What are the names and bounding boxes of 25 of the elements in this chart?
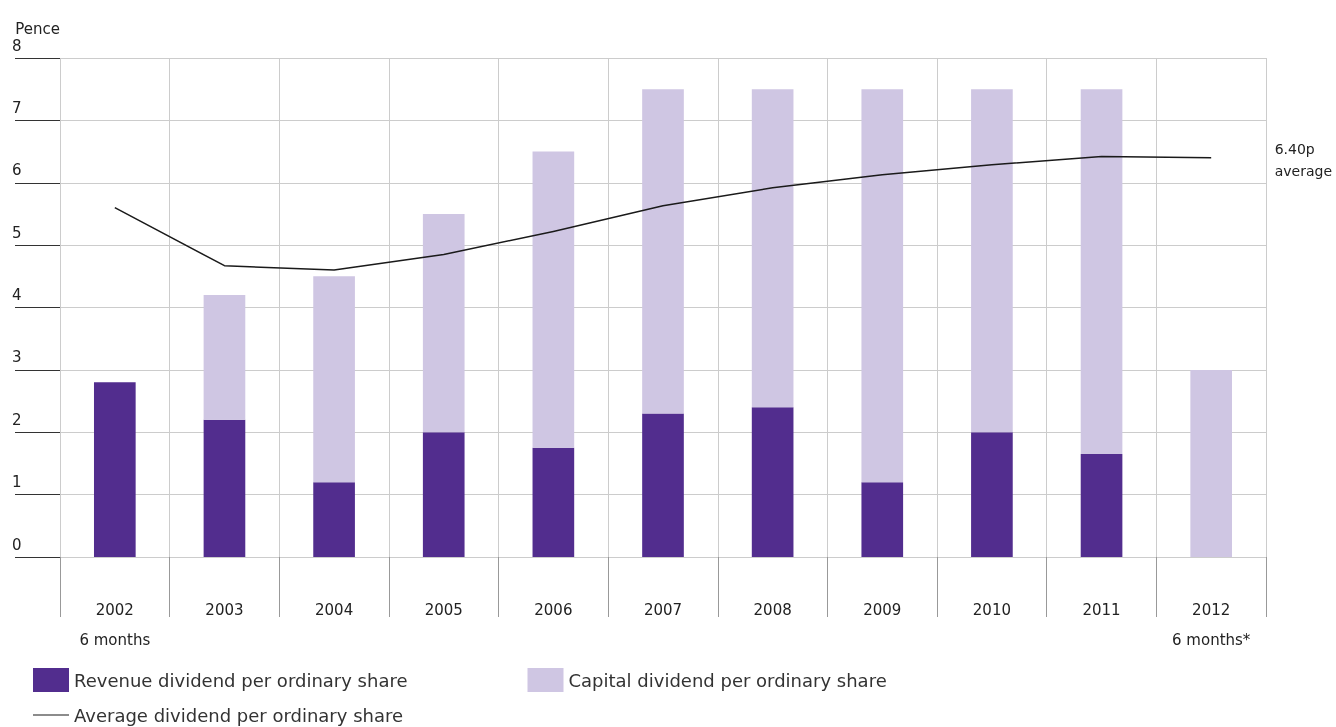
- y-tick-label: 1: [12, 473, 22, 492]
- y-axis-title: Pence: [15, 19, 60, 38]
- y-tick-label: 8: [12, 36, 22, 55]
- x-tick-label: 2007: [643, 601, 683, 619]
- x-tick-label: 2008: [753, 601, 792, 619]
- x-tick-label: 2010: [972, 601, 1011, 619]
- y-tick-label: 6: [12, 161, 22, 180]
- x-tick-label: 2002 6 months: [79, 601, 151, 649]
- text: 6.40p average: [1274, 141, 1332, 179]
- y-tick-label: 7: [12, 98, 22, 117]
- legend-label: Revenue dividend per ordinary share: [74, 669, 408, 691]
- x-tick-label: 2006: [534, 601, 573, 619]
- x-tick-label: 2012 6 months*: [1172, 601, 1251, 649]
- y-tick-label: 2: [12, 410, 22, 429]
- legend-label: Average dividend per ordinary share: [74, 704, 404, 726]
- y-tick-label: 3: [12, 348, 22, 367]
- x-tick-label: 2009: [863, 601, 902, 619]
- y-tick-label: 4: [12, 286, 22, 304]
- x-tick-label: 2011: [1082, 601, 1121, 619]
- y-tick-label: 5: [12, 223, 22, 242]
- legend-label: Capital dividend per ordinary share: [568, 669, 887, 691]
- x-tick-label: 2004: [315, 601, 354, 619]
- x-tick-label: 2005: [424, 601, 463, 619]
- y-tick-label: 0: [12, 535, 22, 554]
- x-tick-label: 2003: [205, 601, 244, 619]
